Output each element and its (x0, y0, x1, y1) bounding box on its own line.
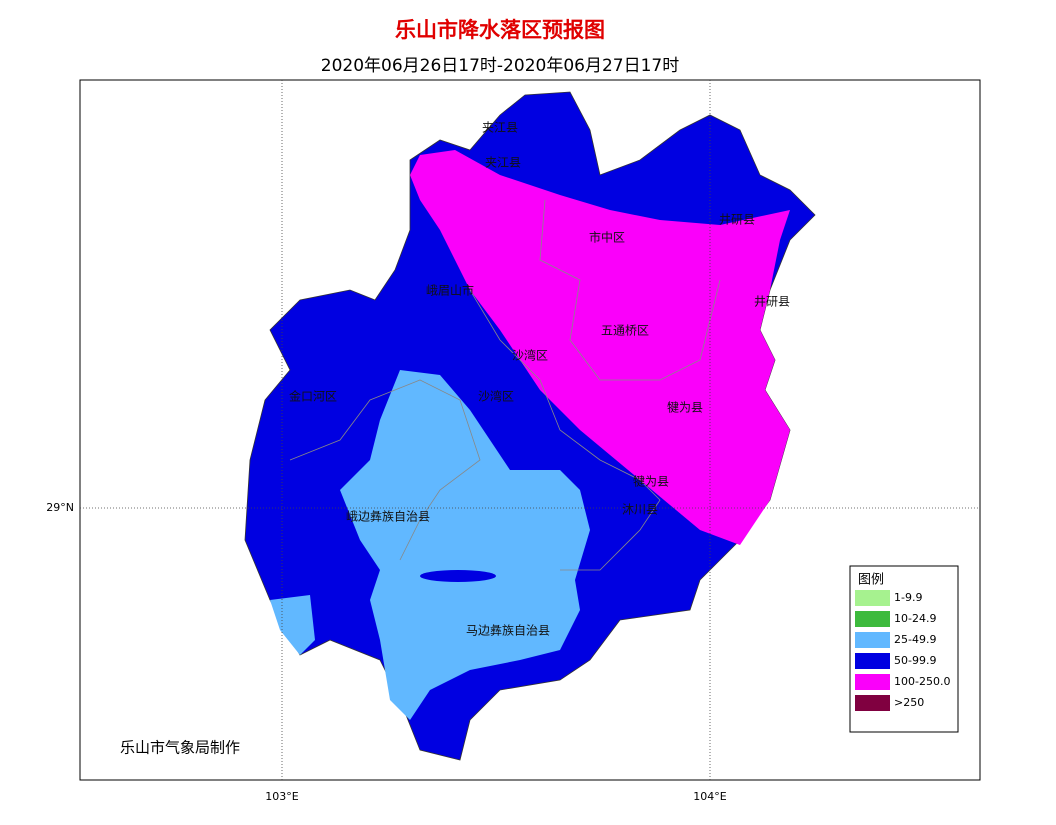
region-label: 夹江县 (485, 156, 521, 170)
credit: 乐山市气象局制作 (120, 739, 240, 757)
legend-swatch (855, 611, 890, 627)
area-25-49 (270, 595, 315, 655)
legend-label: 100-250.0 (894, 675, 950, 688)
county-border (539, 199, 721, 381)
legend-title: 图例 (858, 573, 884, 588)
region-label: 金口河区 (289, 389, 337, 404)
legend-swatch (855, 590, 890, 606)
title: 乐山市降水落区预报图 (395, 18, 605, 42)
grid-label: 103°E (265, 790, 298, 803)
region-label: 夹江县 (482, 121, 518, 135)
legend: 图例 1-9.9 10-24.9 25-49.9 50-99.9 100-250.0 >2… (849, 565, 959, 733)
area-25-49 (340, 370, 590, 720)
region-label: 犍为县 (667, 401, 703, 415)
county-border (469, 289, 661, 571)
region-label: 马边彝族自治县 (466, 623, 550, 638)
grid-label: 104°E (693, 790, 726, 803)
region-label: 五通桥区 (601, 324, 649, 338)
county-border (289, 379, 481, 561)
legend-swatch (855, 695, 890, 711)
region-label: 沐川县 (622, 503, 658, 517)
region-label: 峨边彝族自治县 (346, 509, 430, 524)
region-label: 市中区 (589, 230, 625, 245)
legend-swatch (855, 632, 890, 648)
region-label: 峨眉山市 (426, 283, 474, 298)
grid-label: 29°N (46, 501, 74, 514)
legend-label: 1-9.9 (894, 591, 922, 604)
region-label: 沙湾区 (478, 389, 514, 404)
subtitle: 2020年06月26日17时-2020年06月27日17时 (321, 56, 679, 76)
legend-label: 10-24.9 (894, 612, 936, 625)
legend-swatch (855, 653, 890, 669)
legend-label: 25-49.9 (894, 633, 936, 646)
rain-areas (244, 91, 816, 761)
region-label: 井研县 (719, 213, 755, 227)
region-label: 犍为县 (633, 475, 669, 489)
legend-swatch (855, 674, 890, 690)
region-label: 井研县 (754, 295, 790, 309)
legend-label: 50-99.9 (894, 654, 936, 667)
region-label: 沙湾区 (512, 348, 548, 363)
area-100-250 (410, 150, 790, 545)
legend-label: >250 (894, 696, 924, 709)
area-50-99 (420, 570, 496, 582)
